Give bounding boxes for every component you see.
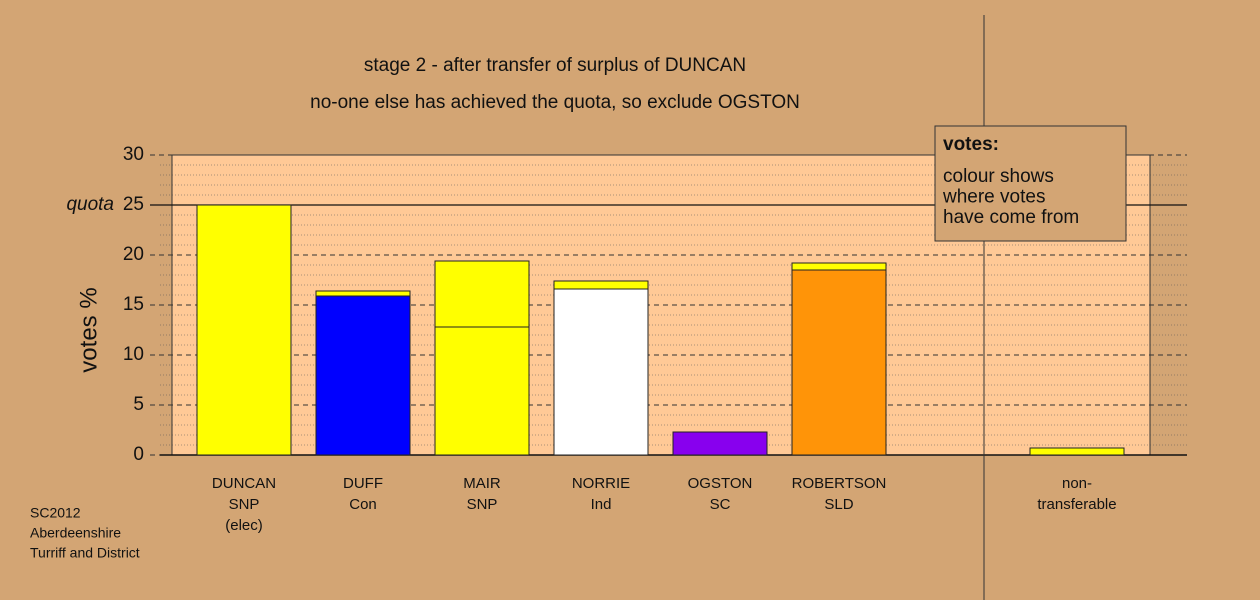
- x-tick-label: NORRIE: [572, 475, 630, 492]
- x-tick-label: SNP: [229, 496, 260, 513]
- x-tick-label: SNP: [467, 496, 498, 513]
- y-axis-label: votes %: [75, 287, 102, 372]
- legend-box: [934, 125, 1127, 242]
- bar-segment: [672, 431, 768, 456]
- x-tick-label: (elec): [225, 517, 263, 534]
- x-tick-label: Ind: [591, 496, 612, 513]
- bar-segment: [434, 326, 530, 456]
- y-tick-label: 5: [133, 394, 144, 415]
- legend-text: colour shows: [943, 166, 1054, 187]
- x-tick-label: ROBERTSON: [792, 475, 887, 492]
- footnote: SC2012: [30, 505, 81, 521]
- bar-segment: [791, 269, 887, 456]
- legend-title: votes:: [943, 134, 999, 155]
- y-tick-label: 10: [123, 344, 144, 365]
- footnote: Aberdeenshire: [30, 525, 121, 541]
- bar-segment: [553, 288, 649, 456]
- bar-segment: [791, 262, 887, 271]
- x-tick-label: MAIR: [463, 475, 501, 492]
- x-tick-label: OGSTON: [688, 475, 753, 492]
- bar-segment: [315, 295, 411, 456]
- bar-segment: [553, 280, 649, 290]
- y-tick-label: 15: [123, 294, 144, 315]
- chart-subtitle: no-one else has achieved the quota, so e…: [310, 92, 800, 113]
- x-tick-label: non-: [1062, 475, 1092, 492]
- bar-segment: [196, 204, 292, 456]
- x-tick-label: SLD: [824, 496, 853, 513]
- quota-label: quota: [66, 194, 114, 215]
- y-tick-label: 20: [123, 244, 144, 265]
- x-tick-label: DUFF: [343, 475, 383, 492]
- y-tick-label: 30: [123, 144, 144, 165]
- bar-segment: [434, 260, 530, 328]
- y-tick-label: 0: [133, 444, 144, 465]
- x-tick-label: Con: [349, 496, 377, 513]
- legend-text: have come from: [943, 207, 1079, 228]
- bar-segment: [315, 290, 411, 297]
- x-tick-label: SC: [710, 496, 731, 513]
- legend-text: where votes: [942, 187, 1045, 208]
- x-tick-label: transferable: [1037, 496, 1116, 513]
- x-tick-label: DUNCAN: [212, 475, 276, 492]
- y-tick-label: 25: [123, 194, 144, 215]
- bar-segment: [1029, 447, 1125, 456]
- footnote: Turriff and District: [30, 545, 140, 561]
- chart-title: stage 2 - after transfer of surplus of D…: [364, 55, 746, 76]
